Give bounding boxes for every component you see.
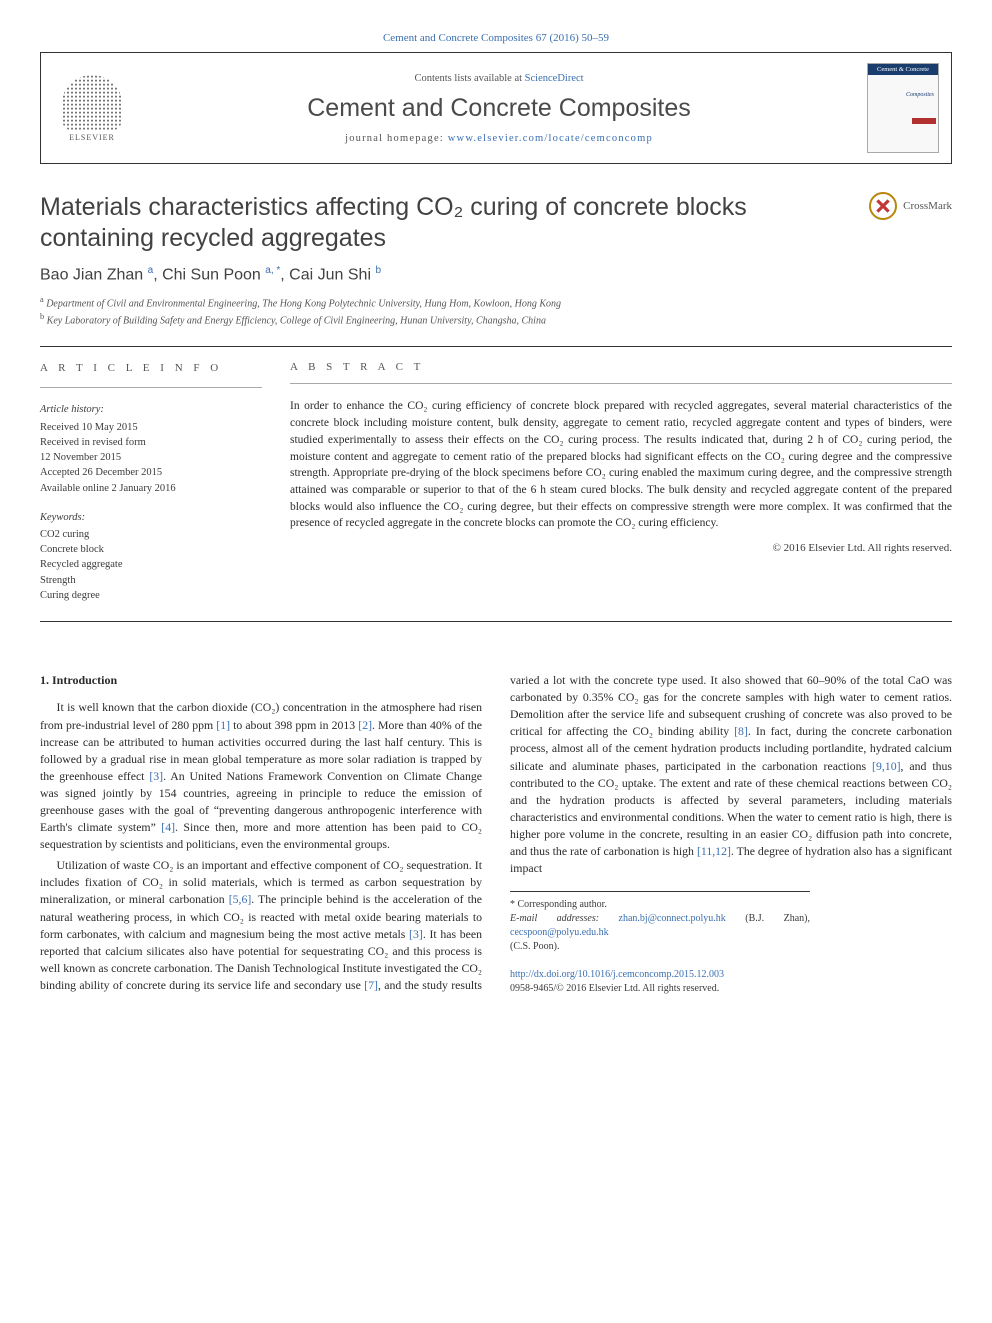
keyword: Strength — [40, 573, 262, 588]
keyword: Recycled aggregate — [40, 557, 262, 572]
elsevier-tree-icon — [62, 75, 122, 131]
cover-band: Cement & Concrete — [868, 64, 938, 75]
history-line: Available online 2 January 2016 — [40, 481, 262, 496]
sciencedirect-link[interactable]: ScienceDirect — [525, 73, 584, 84]
history-line: Received in revised form — [40, 435, 262, 450]
journal-header: ELSEVIER Contents lists available at Sci… — [40, 52, 952, 164]
body-paragraph: It is well known that the carbon dioxide… — [40, 699, 482, 853]
email-link-2[interactable]: cecspoon@polyu.edu.hk — [510, 927, 609, 938]
elsevier-logo[interactable]: ELSEVIER — [53, 69, 131, 147]
section-heading-intro: 1. Introduction — [40, 672, 482, 689]
cover-subtitle: Composites — [872, 92, 934, 98]
abstract-copyright: © 2016 Elsevier Ltd. All rights reserved… — [290, 542, 952, 554]
contents-line: Contents lists available at ScienceDirec… — [143, 73, 855, 84]
article-info-right: A B S T R A C T In order to enhance the … — [290, 361, 952, 603]
email-who-1: (B.J. Zhan), — [726, 913, 810, 924]
affiliation: a Department of Civil and Environmental … — [40, 294, 952, 311]
rule-info-left — [40, 387, 262, 388]
journal-cover-thumb[interactable]: Cement & Concrete Composites — [867, 63, 939, 153]
article-info-row: A R T I C L E I N F O Article history: R… — [40, 361, 952, 603]
keyword-lines: CO2 curingConcrete blockRecycled aggrega… — [40, 527, 262, 603]
contents-prefix: Contents lists available at — [414, 73, 524, 84]
corr-author: * Corresponding author. — [510, 898, 810, 912]
history-line: Received 10 May 2015 — [40, 420, 262, 435]
rule-top — [40, 346, 952, 347]
crossmark-icon — [869, 192, 897, 220]
crossmark-label: CrossMark — [903, 200, 952, 212]
journal-ref-top[interactable]: Cement and Concrete Composites 67 (2016)… — [40, 32, 952, 44]
keywords-block: Keywords: CO2 curingConcrete blockRecycl… — [40, 510, 262, 603]
abstract-text: In order to enhance the CO₂ curing effic… — [290, 398, 952, 531]
email-link-1[interactable]: zhan.bj@connect.polyu.hk — [619, 913, 726, 924]
email-label: E-mail addresses: — [510, 913, 619, 924]
cover-accent — [912, 118, 936, 124]
doi-link[interactable]: http://dx.doi.org/10.1016/j.cemconcomp.2… — [510, 969, 724, 980]
history-lines: Received 10 May 2015Received in revised … — [40, 420, 262, 496]
abstract-label: A B S T R A C T — [290, 361, 952, 373]
keyword: Curing degree — [40, 588, 262, 603]
keyword: CO2 curing — [40, 527, 262, 542]
corresponding-footnote: * Corresponding author. E-mail addresses… — [510, 891, 810, 954]
homepage-line: journal homepage: www.elsevier.com/locat… — [143, 133, 855, 144]
homepage-link[interactable]: www.elsevier.com/locate/cemconcomp — [448, 133, 653, 144]
authors: Bao Jian Zhan a, Chi Sun Poon a, *, Cai … — [40, 265, 952, 284]
journal-name: Cement and Concrete Composites — [143, 94, 855, 123]
homepage-prefix: journal homepage: — [345, 133, 448, 144]
article-info-label: A R T I C L E I N F O — [40, 361, 262, 377]
history-line: Accepted 26 December 2015 — [40, 465, 262, 480]
elsevier-label: ELSEVIER — [69, 133, 115, 142]
email-who-2: (C.S. Poon). — [510, 940, 810, 954]
article-info-left: A R T I C L E I N F O Article history: R… — [40, 361, 262, 603]
affiliation: b Key Laboratory of Building Safety and … — [40, 311, 952, 328]
crossmark-button[interactable]: CrossMark — [869, 192, 952, 220]
issn-line: 0958-9465/© 2016 Elsevier Ltd. All right… — [510, 982, 952, 996]
title-row: Materials characteristics affecting CO₂ … — [40, 192, 952, 255]
article-title: Materials characteristics affecting CO₂ … — [40, 192, 849, 255]
body-columns: 1. Introduction It is well known that th… — [40, 672, 952, 996]
keyword: Concrete block — [40, 542, 262, 557]
email-line: E-mail addresses: zhan.bj@connect.polyu.… — [510, 912, 810, 954]
keywords-head: Keywords: — [40, 510, 262, 525]
rule-info-right — [290, 383, 952, 384]
history-line: 12 November 2015 — [40, 450, 262, 465]
affiliations: a Department of Civil and Environmental … — [40, 294, 952, 329]
rule-after-abstract — [40, 621, 952, 622]
header-center: Contents lists available at ScienceDirec… — [143, 73, 855, 144]
doi-block: http://dx.doi.org/10.1016/j.cemconcomp.2… — [510, 968, 952, 996]
history-head: Article history: — [40, 402, 262, 417]
